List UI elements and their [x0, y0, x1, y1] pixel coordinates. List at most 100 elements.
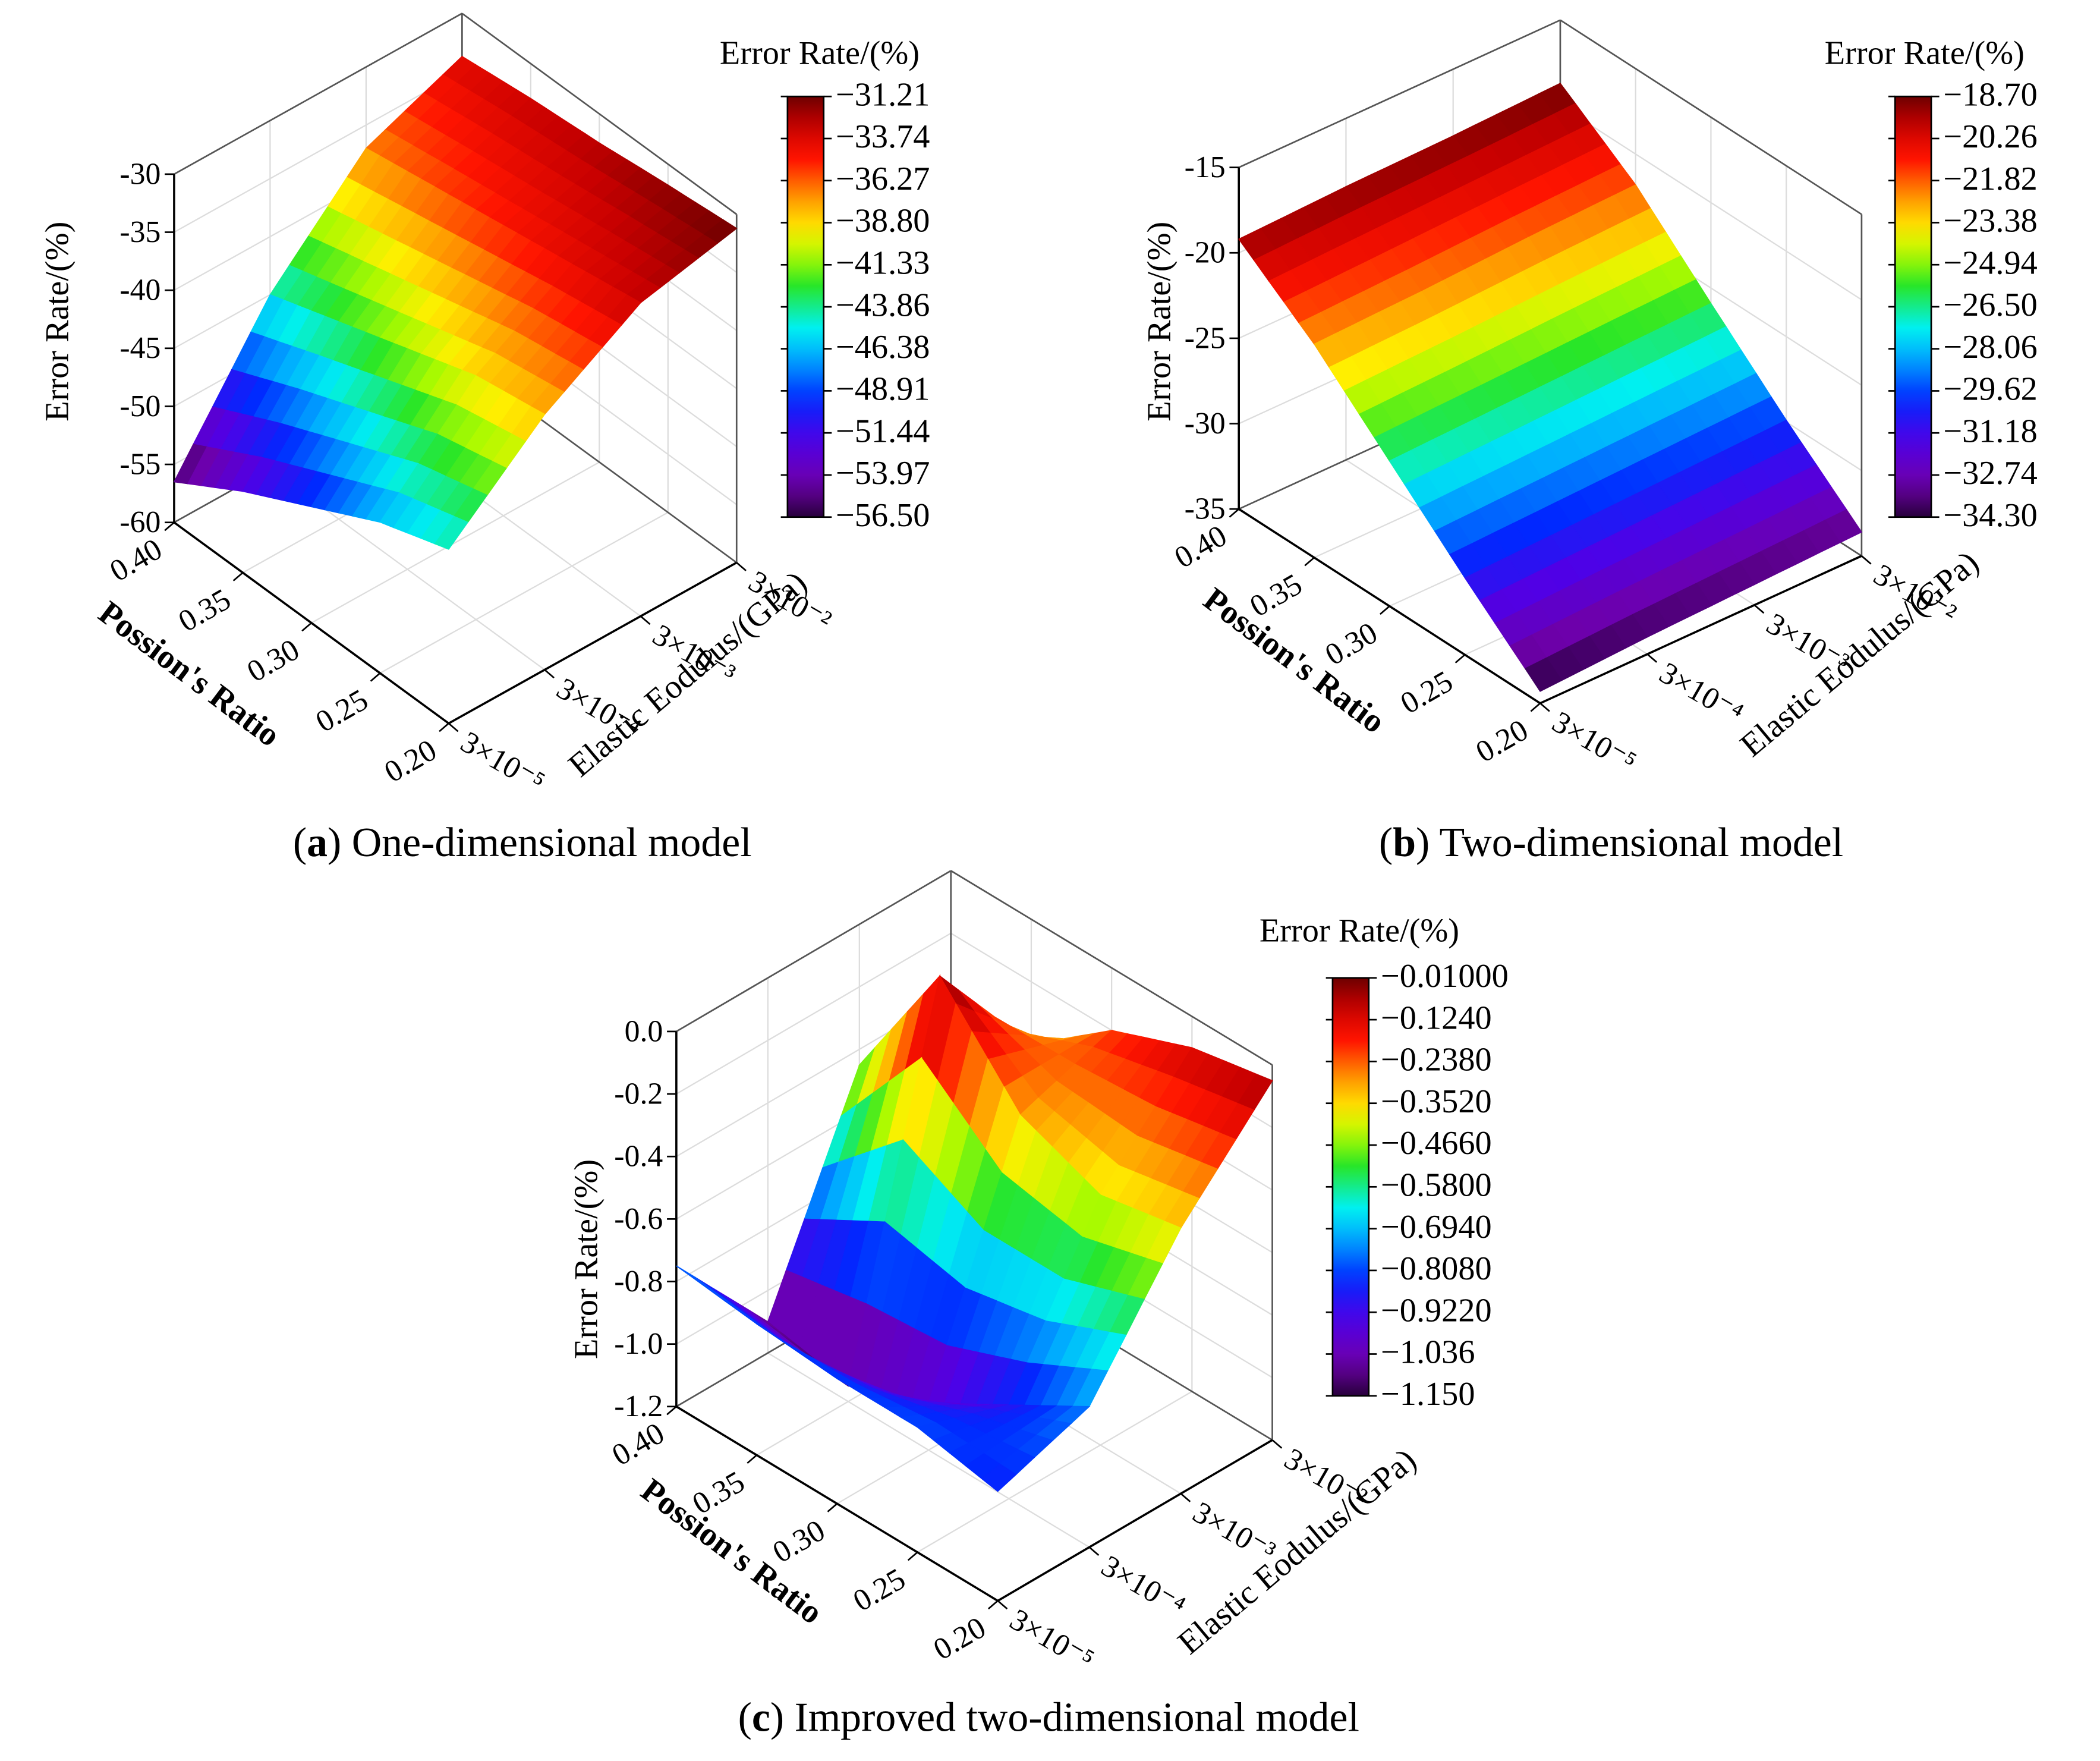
- x-tick: [1088, 1546, 1100, 1556]
- y-tick: [666, 1405, 677, 1416]
- y-tick: [827, 1503, 838, 1512]
- y-tick-label: 0.20: [928, 1611, 991, 1667]
- z-tick-label: -45: [119, 331, 160, 365]
- colorbar-tick-label: −18.70: [1943, 76, 2037, 113]
- x-tick-label: 3×10⁻⁴: [1095, 1549, 1191, 1624]
- z-tick-label: -0.4: [614, 1140, 663, 1174]
- x-tick: [1753, 604, 1765, 614]
- colorbar-title: Error Rate/(%): [1825, 35, 2025, 72]
- axis-box: [174, 12, 463, 175]
- colorbar-tick-label: −56.50: [836, 497, 930, 534]
- x-tick-label: 3×10⁻⁴: [1654, 656, 1749, 731]
- z-axis-title: Error Rate/(%): [1141, 222, 1178, 422]
- y-tick: [301, 622, 312, 632]
- caption: (b) Two-dimensional model: [1379, 820, 1843, 866]
- grid-line: [311, 461, 600, 624]
- axis-box: [676, 870, 952, 1033]
- x-axis-title: Elastic Eodulus/(GPa): [562, 564, 814, 784]
- colorbar-tick-label: −21.82: [1943, 161, 2037, 197]
- y-tick: [987, 1600, 999, 1610]
- z-tick-label: 0.0: [625, 1014, 663, 1048]
- y-tick: [907, 1551, 918, 1561]
- colorbar: [1894, 95, 1932, 518]
- y-tick: [1229, 508, 1240, 518]
- y-tick: [1530, 702, 1541, 712]
- colorbar-tick-label: −0.3520: [1381, 1083, 1492, 1120]
- caption-part: (: [1379, 820, 1393, 866]
- colorbar-tick-label: −51.44: [836, 413, 930, 449]
- colorbar-tick-label: −41.33: [836, 245, 930, 282]
- grid-line: [676, 932, 952, 1095]
- colorbar-tick-label: −1.036: [1381, 1334, 1475, 1371]
- y-tick-label: 0.35: [173, 583, 237, 639]
- y-tick-label: 0.40: [104, 532, 168, 589]
- grid-line: [379, 511, 669, 674]
- colorbar-tick-label: −0.01000: [1381, 958, 1509, 995]
- axis-box: [950, 870, 1273, 1066]
- caption-part: ) Improved two-dimensional model: [770, 1694, 1359, 1740]
- colorbar-tick-label: −0.8080: [1381, 1250, 1492, 1287]
- colorbar-tick-label: −53.97: [836, 455, 930, 492]
- caption: (c) Improved two-dimensional model: [738, 1694, 1359, 1740]
- z-tick-label: -1.2: [614, 1389, 663, 1423]
- y-tick: [1304, 556, 1315, 567]
- z-tick-label: -15: [1185, 150, 1226, 184]
- z-tick-label: -30: [119, 157, 160, 191]
- x-tick: [736, 562, 747, 571]
- z-tick-label: -1.0: [614, 1327, 663, 1361]
- caption-part: c: [752, 1694, 770, 1740]
- y-tick: [370, 672, 381, 682]
- x-axis-line: [448, 561, 738, 725]
- z-tick-label: -55: [119, 447, 160, 481]
- y-tick-label: 0.40: [1169, 519, 1233, 576]
- x-tick: [544, 669, 555, 679]
- colorbar-tick-label: −31.18: [1943, 413, 2037, 449]
- colorbar-tick-label: −0.1240: [1381, 999, 1492, 1036]
- z-axis-title: Error Rate/(%): [39, 222, 75, 422]
- colorbar-tick-label: −38.80: [836, 203, 930, 240]
- z-tick-label: -0.6: [614, 1202, 663, 1236]
- z-tick-label: -40: [119, 273, 160, 307]
- colorbar-tick-label: −0.4660: [1381, 1125, 1492, 1162]
- axis-box: [461, 12, 738, 215]
- z-tick-label: -50: [119, 389, 160, 423]
- x-tick: [1861, 555, 1872, 565]
- z-tick-label: -25: [1185, 321, 1226, 355]
- colorbar-tick-label: −26.50: [1943, 287, 2037, 323]
- y-axis-line: [173, 521, 449, 725]
- colorbar-tick-label: −20.26: [1943, 118, 2037, 155]
- colorbar-tick-label: −34.30: [1943, 497, 2037, 534]
- grid-line: [1560, 105, 1862, 301]
- colorbar-tick-label: −0.9220: [1381, 1292, 1492, 1329]
- caption-part: b: [1393, 820, 1416, 866]
- y-tick: [164, 521, 175, 532]
- y-tick: [439, 722, 449, 732]
- z-axis-title: Error Rate/(%): [568, 1159, 605, 1359]
- y-tick-label: 0.25: [1395, 665, 1459, 721]
- caption-part: ) Two-dimensional model: [1416, 820, 1843, 866]
- grid-line: [174, 71, 462, 233]
- x-tick: [640, 615, 651, 625]
- surface-patch: [981, 1463, 1017, 1492]
- x-tick: [1180, 1493, 1191, 1502]
- colorbar: [1331, 977, 1370, 1397]
- x-tick: [448, 722, 459, 732]
- x-tick-label: 3×10⁻⁵: [1004, 1602, 1099, 1677]
- y-tick-label: 0.30: [767, 1514, 831, 1570]
- caption-part: (: [293, 820, 307, 866]
- z-tick-label: -20: [1185, 236, 1226, 270]
- y-tick-label: 0.25: [848, 1562, 911, 1618]
- colorbar-tick-label: −46.38: [836, 329, 930, 366]
- y-tick-label: 0.20: [379, 733, 442, 790]
- colorbar-tick-label: −24.94: [1943, 244, 2037, 281]
- z-tick-label: -0.8: [614, 1265, 663, 1298]
- z-tick-label: -0.2: [614, 1077, 663, 1111]
- colorbar-tick-label: −23.38: [1943, 203, 2037, 240]
- surface-patch: [434, 515, 469, 550]
- y-tick: [1454, 654, 1466, 663]
- z-tick-label: -35: [1185, 492, 1226, 526]
- x-axis-title: Elastic Eodulus/(GPa): [1733, 544, 1985, 764]
- grid-line: [917, 1391, 1192, 1553]
- x-tick-label: 3×10⁻⁵: [455, 725, 550, 800]
